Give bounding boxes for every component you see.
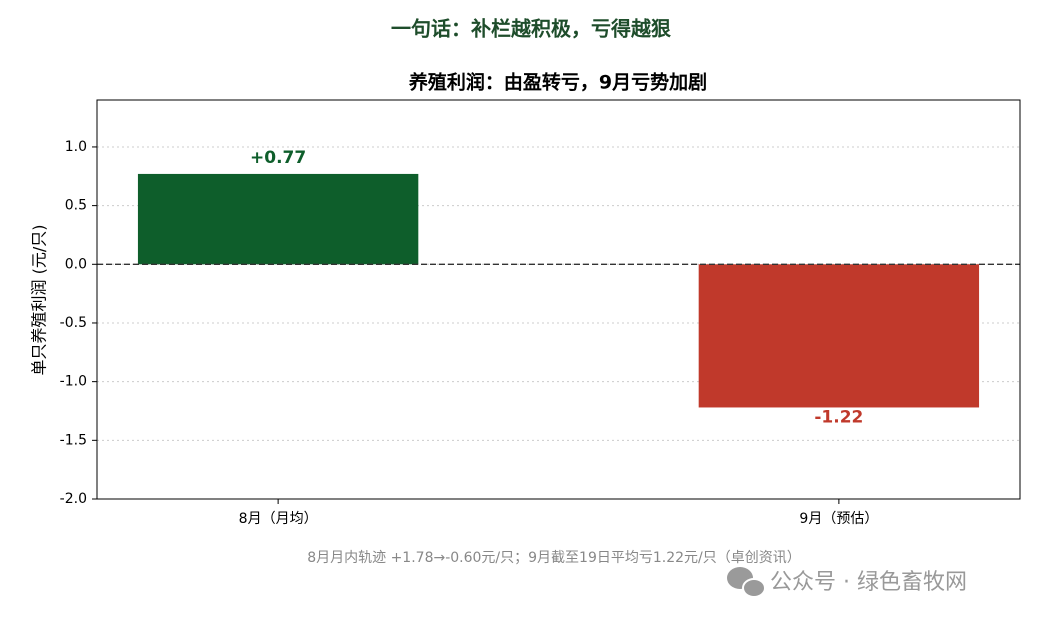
x-tick-label: 9月（预估） (799, 511, 878, 527)
y-tick-label: -2.0 (60, 491, 87, 507)
y-tick-label: 0.5 (65, 198, 87, 214)
x-tick-label: 8月（月均） (239, 511, 318, 527)
y-tick-label: 1.0 (65, 139, 87, 155)
bar (698, 264, 980, 408)
bar (137, 173, 419, 265)
plot-frame (96, 99, 1021, 500)
y-tick-label: -1.5 (60, 432, 87, 448)
y-tick-label: 0.0 (65, 256, 87, 272)
y-axis-label: 单只养殖利润 (元/只) (30, 225, 49, 376)
value-label: +0.77 (250, 148, 306, 168)
watermark-icon (727, 567, 766, 598)
y-tick-label: -1.0 (60, 374, 87, 390)
footnote: 8月月内轨迹 +1.78→-0.60元/只；9月截至19日平均亏1.22元/只（… (307, 550, 801, 566)
chart-title: 养殖利润：由盈转亏，9月亏势加剧 (408, 71, 707, 94)
y-tick-label: -0.5 (60, 315, 87, 331)
chart-header: 一句话：补栏越积极，亏得越狠 (391, 17, 672, 41)
value-label: -1.22 (814, 407, 863, 427)
watermark: 公众号 · 绿色畜牧网 (770, 570, 967, 595)
